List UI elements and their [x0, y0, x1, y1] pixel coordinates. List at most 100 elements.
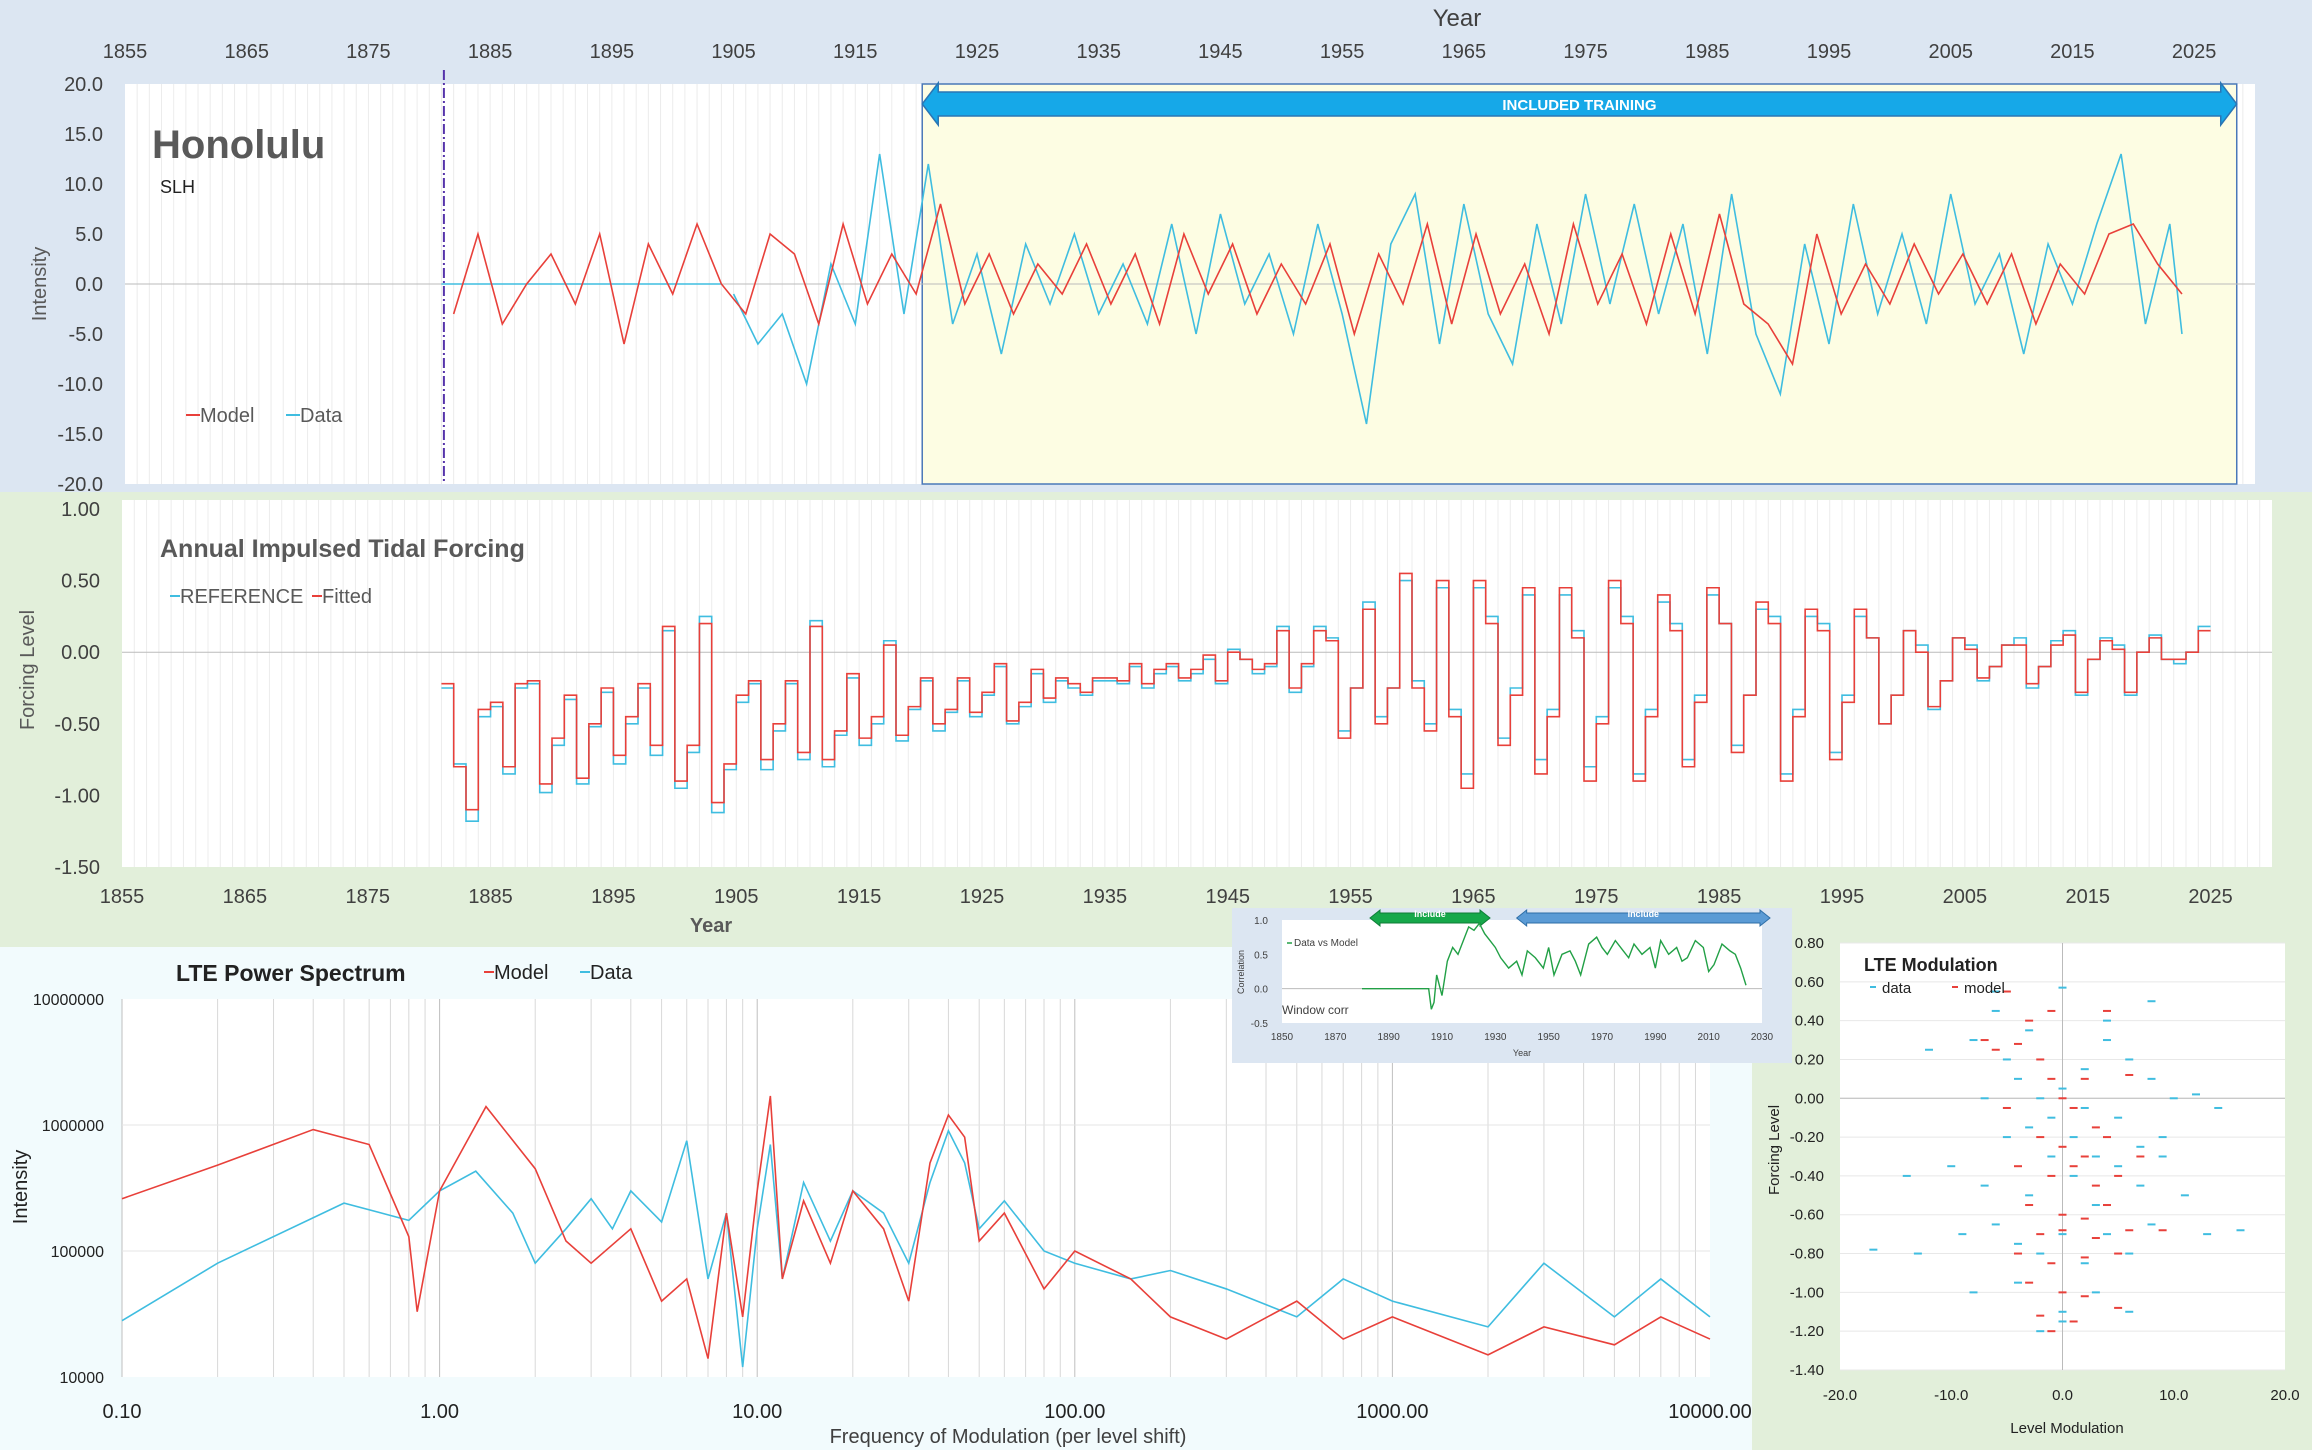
x-tick-label: 2010 — [1698, 1032, 1721, 1043]
series-line-fitted — [441, 572, 2211, 811]
x-tick-label: 1975 — [1563, 41, 1608, 63]
x-axis-title: Frequency of Modulation (per level shift… — [830, 1426, 1187, 1448]
y-tick-label: -0.60 — [1790, 1207, 1824, 1224]
x-tick-label: 1000.00 — [1356, 1401, 1428, 1423]
x-tick-label: -10.0 — [1934, 1387, 1968, 1404]
x-tick-label: 1875 — [345, 886, 390, 908]
y-tick-label: 1.0 — [1254, 916, 1268, 927]
x-tick-label: 1985 — [1685, 41, 1730, 63]
x-tick-label: 1945 — [1205, 886, 1250, 908]
x-tick-label: 1935 — [1083, 886, 1128, 908]
honolulu-chart-panel: 1855 1865 1875 1885 1895 1905 1915 1925 1935 1945… — [0, 0, 2312, 496]
y-axis-title: Correlation — [1236, 950, 1246, 994]
y-tick-label: -1.00 — [54, 785, 100, 807]
x-tick-label: 0.0 — [2052, 1387, 2073, 1404]
x-tick-label: 20.0 — [2270, 1387, 2299, 1404]
legend-label: Model — [494, 962, 548, 984]
x-tick-label: 2005 — [1943, 886, 1988, 908]
y-tick-label: -1.40 — [1790, 1362, 1824, 1379]
x-tick-label: 1855 — [103, 41, 148, 63]
y-axis-title: Forcing Level — [17, 610, 39, 730]
lte-spectrum-chart-panel: 0.10 1.00 10.00 100.00 1000.00 10000.00 100000… — [0, 947, 1752, 1450]
y-tick-label: 0.00 — [61, 642, 100, 664]
window-corr-inset-panel: 1850 1870 1890 1910 1930 1950 1970 1990 2010 2030… — [1232, 908, 1792, 1063]
x-tick-label: 1950 — [1538, 1032, 1561, 1043]
y-tick-label: 0.00 — [1795, 1090, 1824, 1107]
annotation: Window corr — [1282, 1003, 1349, 1017]
y-tick-label: 0.5 — [1254, 950, 1268, 961]
include-arrow — [1369, 908, 1491, 928]
y-tick-label: 100000 — [51, 1244, 104, 1261]
y-tick-label: 0.0 — [1254, 985, 1268, 996]
series-line-data — [732, 153, 2183, 425]
y-tick-label: 20.0 — [64, 74, 103, 96]
x-tick-label: 1945 — [1198, 41, 1243, 63]
x-tick-label: 1885 — [468, 41, 513, 63]
y-tick-label: 0.80 — [1795, 935, 1824, 952]
x-tick-label: 1915 — [837, 886, 882, 908]
x-tick-label: 0.10 — [103, 1401, 142, 1423]
y-tick-label: 1000000 — [42, 1118, 104, 1135]
x-tick-label: 1885 — [468, 886, 513, 908]
legend-label: Model — [200, 405, 254, 427]
x-tick-label: 100.00 — [1044, 1401, 1105, 1423]
x-tick-label: 1990 — [1644, 1032, 1667, 1043]
series-line-data-vs-model — [1362, 922, 1747, 1010]
y-tick-label: -0.40 — [1790, 1168, 1824, 1185]
x-tick-label: 1870 — [1324, 1032, 1347, 1043]
plot-area — [1282, 920, 1762, 1023]
x-axis-title: Level Modulation — [2010, 1420, 2123, 1437]
y-tick-label: -1.50 — [54, 857, 100, 879]
y-tick-label: 0.0 — [75, 274, 103, 296]
x-tick-label: 1995 — [1820, 886, 1865, 908]
x-tick-label: 1905 — [711, 41, 756, 63]
y-tick-label: -20.0 — [57, 474, 103, 492]
x-tick-label: 1855 — [100, 886, 145, 908]
y-tick-label: 10000 — [60, 1370, 105, 1387]
x-tick-label: 1875 — [346, 41, 391, 63]
y-tick-label: 0.50 — [61, 571, 100, 593]
series-line-data — [121, 1128, 1711, 1368]
legend-label: model — [1964, 980, 2005, 997]
y-tick-label: 0.40 — [1795, 1013, 1824, 1030]
x-tick-label: 1965 — [1451, 886, 1496, 908]
x-tick-label: 1895 — [590, 41, 635, 63]
y-tick-label: 1.00 — [61, 499, 100, 521]
x-tick-label: 1955 — [1320, 41, 1365, 63]
lte-modulation-chart-panel: -20.0 -10.0 0.0 10.0 20.0 0.80 0.60 0.40 0.20 0.0… — [1752, 915, 2312, 1450]
legend-label: Data vs Model — [1294, 938, 1358, 949]
y-tick-label: -0.5 — [1251, 1019, 1269, 1030]
x-tick-label: 1915 — [833, 41, 878, 63]
x-tick-label: 1905 — [714, 886, 759, 908]
series-line-model — [452, 203, 2183, 367]
training-arrow — [921, 80, 2238, 128]
y-tick-label: -1.20 — [1790, 1323, 1824, 1340]
x-tick-label: 2015 — [2065, 886, 2110, 908]
x-tick-label: 2015 — [2050, 41, 2095, 63]
x-axis-title: Year — [690, 915, 732, 937]
chart-title: LTE Power Spectrum — [176, 960, 406, 986]
x-tick-label: 1910 — [1431, 1032, 1454, 1043]
y-tick-label: 0.60 — [1795, 974, 1824, 991]
y-tick-label: 0.20 — [1795, 1051, 1824, 1068]
x-tick-label: 1965 — [1442, 41, 1487, 63]
y-axis-title: Intensity — [10, 1150, 32, 1224]
x-tick-label: 1995 — [1807, 41, 1852, 63]
x-axis-title: Year — [1433, 5, 1482, 32]
y-tick-label: -10.0 — [57, 374, 103, 396]
series-line-model — [121, 1095, 1711, 1359]
x-tick-label: 1930 — [1484, 1032, 1507, 1043]
x-tick-label: 10.00 — [732, 1401, 782, 1423]
y-tick-label: 10000000 — [33, 992, 104, 1009]
y-tick-label: -5.0 — [69, 324, 103, 346]
x-tick-label: 1925 — [960, 886, 1005, 908]
y-tick-label: -0.80 — [1790, 1246, 1824, 1263]
chart-title: LTE Modulation — [1864, 955, 1998, 975]
x-tick-label: 10000.00 — [1668, 1401, 1751, 1423]
y-tick-label: -1.00 — [1790, 1284, 1824, 1301]
include-arrow — [1515, 908, 1771, 928]
y-tick-label: -0.50 — [54, 714, 100, 736]
x-tick-label: 1955 — [1328, 886, 1373, 908]
x-tick-label: 1935 — [1076, 41, 1121, 63]
tidal-forcing-chart-panel: 1855 1865 1875 1885 1895 1905 1915 1925 1935 1945… — [0, 492, 2312, 947]
